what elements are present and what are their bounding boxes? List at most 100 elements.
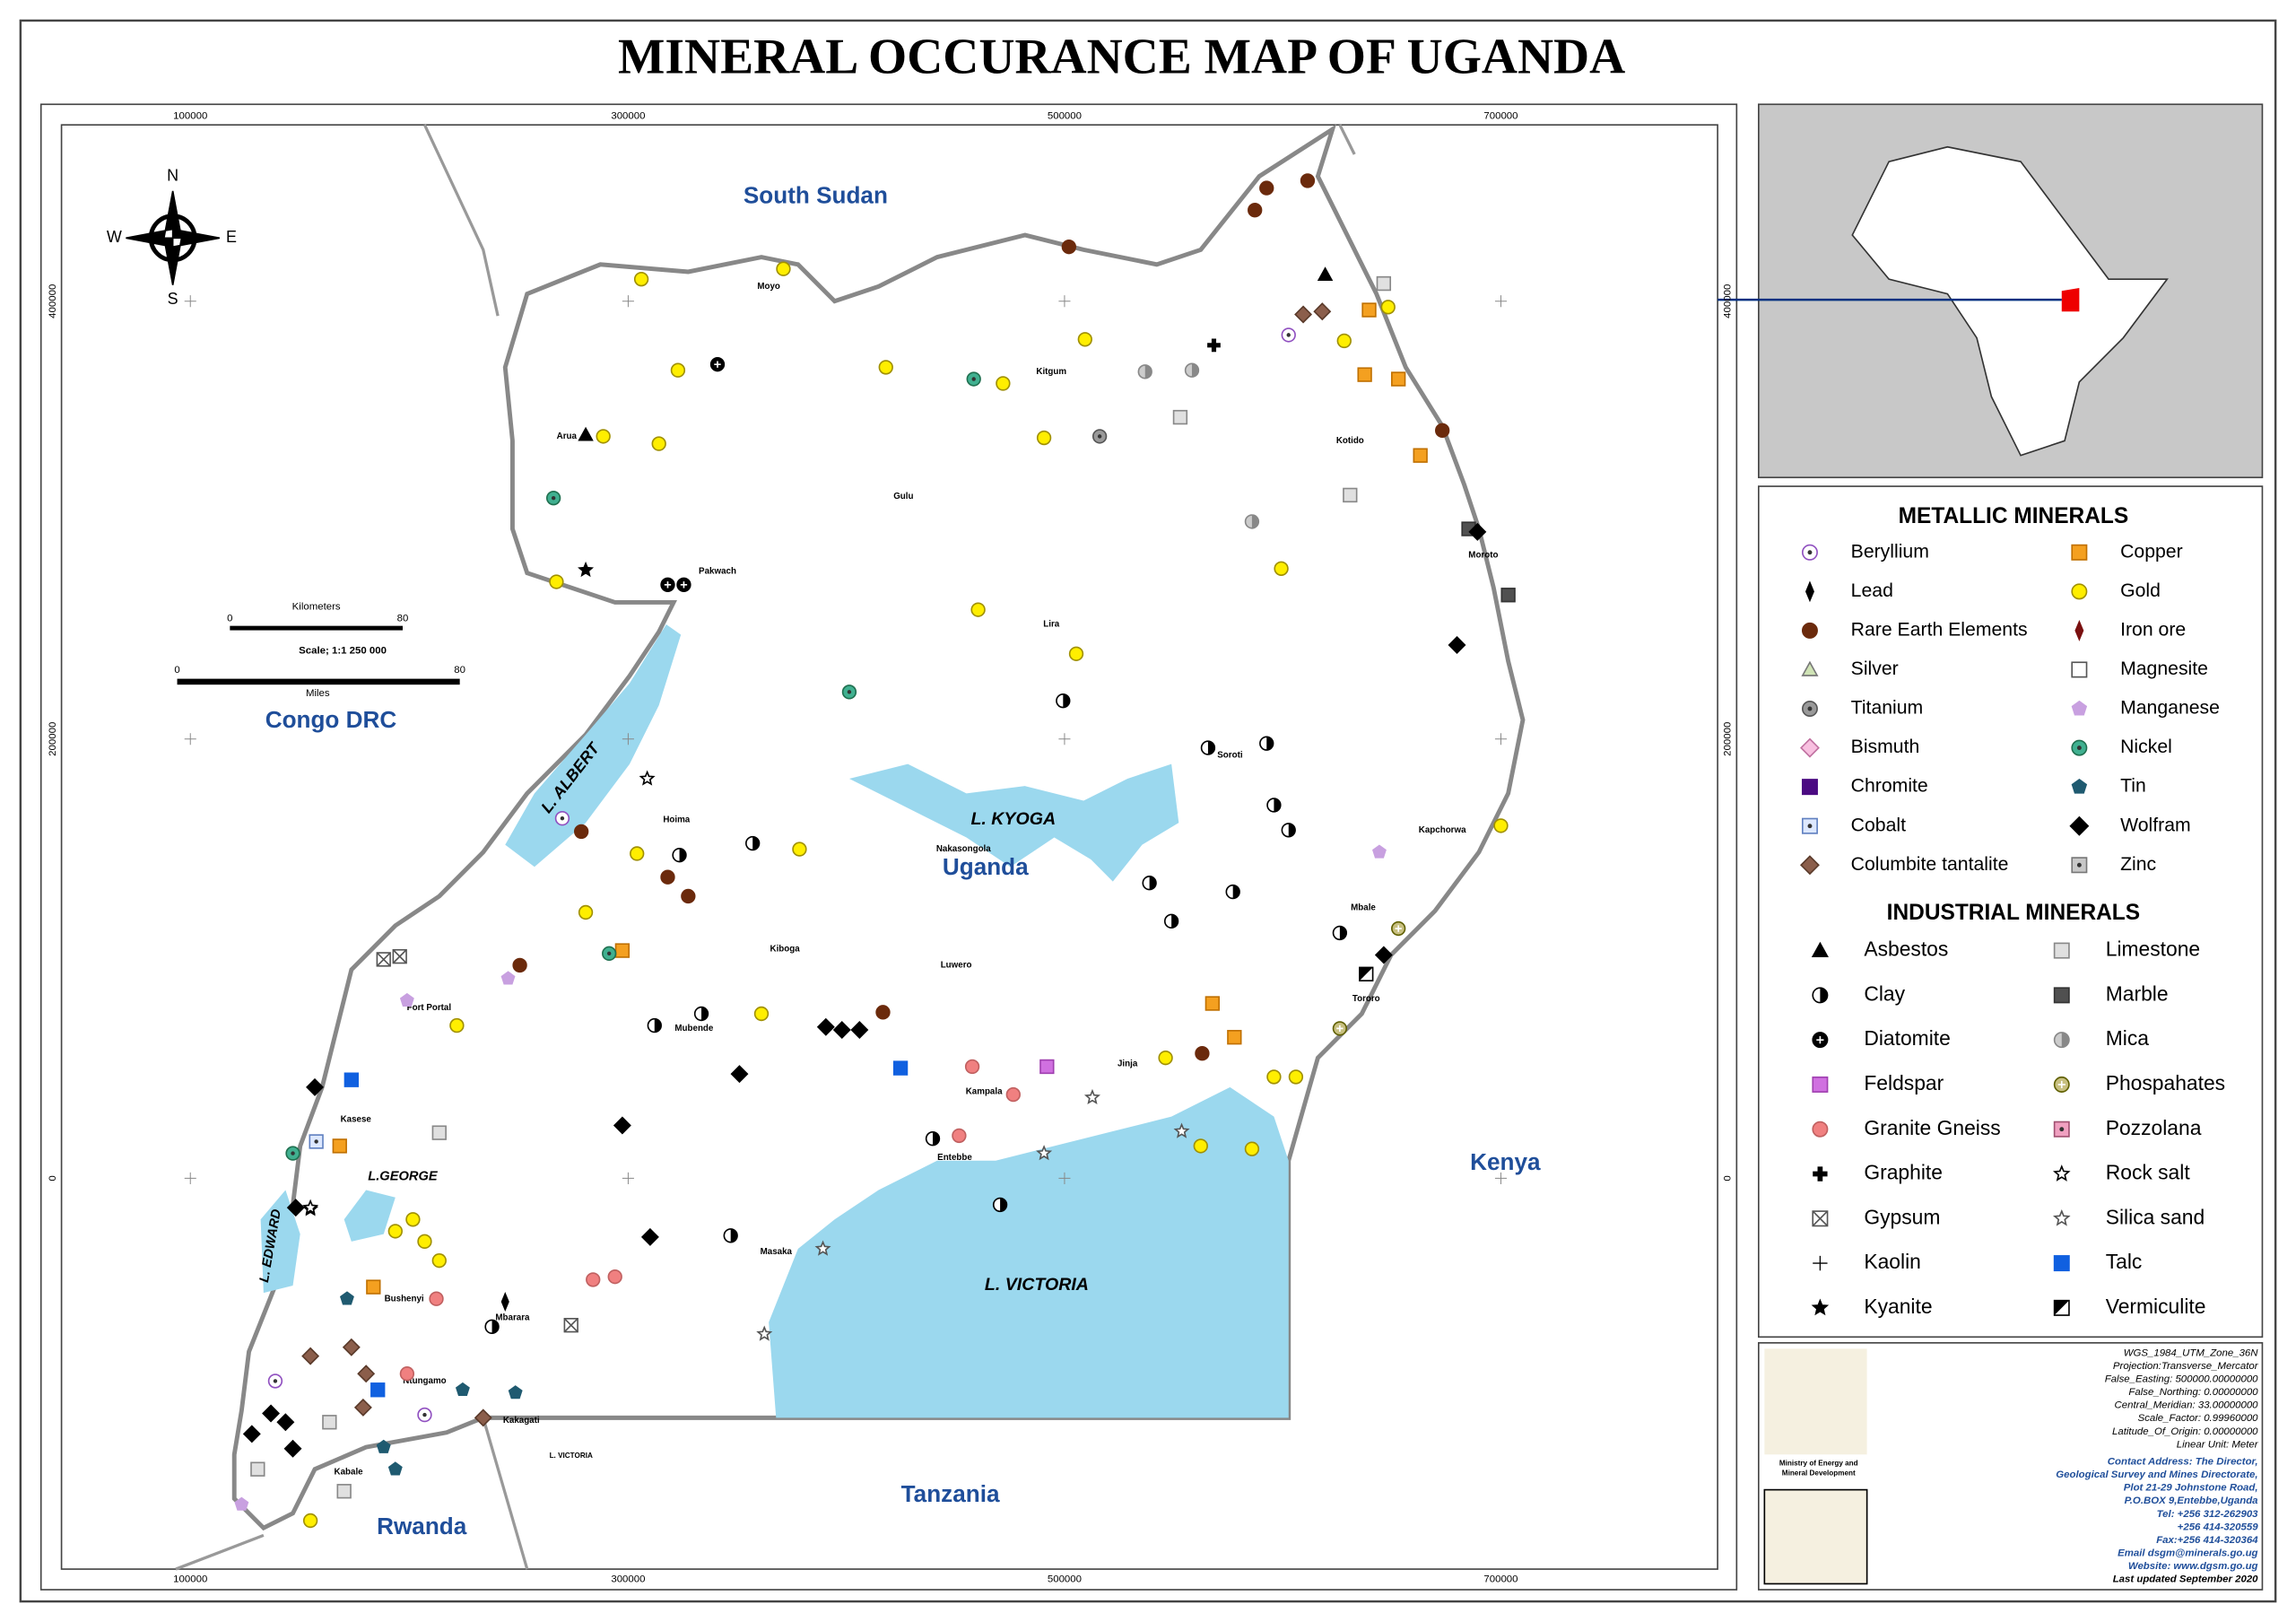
symbol-part [1816,1036,1824,1044]
legend-symbol [1812,987,1829,1004]
contact-info: Contact Address: The Director, [2108,1456,2258,1467]
grid-label: 100000 [173,110,207,121]
symbol-part [1300,173,1316,188]
legend-symbol [2071,739,2088,756]
town-label: L. VICTORIA [550,1452,593,1460]
symbol-part [242,1425,261,1443]
symbol-part [1812,1210,1829,1227]
symbol-part [1191,363,1199,378]
occurrence [1195,1046,1210,1061]
symbol-part [560,815,565,821]
town-label: Kapchorwa [1419,825,1466,835]
occurrence [366,1279,381,1295]
symbol-part [1820,988,1828,1003]
legend-label: Clay [1864,981,1905,1005]
occurrence [429,1291,444,1306]
symbol-part [1288,823,1296,837]
occurrence [1343,487,1358,503]
town-label: Entebbe [937,1153,972,1163]
symbol-part [664,581,672,589]
grid-cross [184,295,196,308]
occurrence [1173,1122,1190,1138]
occurrence [1077,332,1092,347]
ministry: Mineral Development [1782,1469,1856,1478]
occurrence [336,1484,352,1499]
grid-cross [1058,1172,1071,1184]
town-label: Kitgum [1036,367,1066,377]
occurrence [1380,300,1396,315]
legend-label: Kaolin [1864,1250,1920,1273]
occurrence [850,1021,869,1040]
occurrence [681,888,696,904]
town-label: Moyo [757,282,780,292]
occurrence [647,1017,662,1033]
legend-symbol [2071,857,2088,874]
symbol-part [1813,1255,1828,1271]
legend-symbol [2069,815,2090,836]
symbol-part [491,1320,499,1334]
grid-label: 300000 [611,1574,645,1585]
grid-label: 400000 [1723,284,1734,318]
legend-label: Gold [2120,580,2161,601]
symbol-part [376,952,391,967]
occurrence [387,1224,403,1239]
occurrence [586,1272,601,1287]
symbol-part [1039,1059,1055,1075]
occurrence [776,261,791,276]
symbol-part [422,1412,427,1417]
occurrence [1248,203,1263,218]
country-label: South Sudan [744,181,888,208]
town-label: Gulu [893,492,913,501]
symbol-part [578,904,594,920]
occurrence [563,1318,578,1333]
occurrence [892,1060,909,1076]
occurrence [966,371,981,387]
symbol-part [1801,660,1819,676]
symbol-part [1448,635,1466,654]
symbol-part [283,1439,302,1458]
occurrence [730,1065,749,1084]
occurrence [875,1005,891,1020]
symbol-part [1336,1025,1344,1033]
legend-label: Chromite [1851,775,1928,797]
occurrence [816,1017,835,1036]
symbol-part [1286,333,1291,337]
scale-text: Kilometers [292,601,341,612]
occurrence [431,1125,447,1140]
symbol-part [1005,1086,1021,1103]
symbol-part [508,1385,523,1400]
occurrence [672,847,687,863]
occurrence [1413,448,1428,463]
lake-label: L. KYOGA [970,809,1056,829]
symbol-part [1207,741,1215,754]
symbol-part [996,376,1011,391]
symbol-part [549,574,564,589]
grid-label: 500000 [1048,110,1082,121]
occurrence [322,1415,337,1430]
contact-info: +256 414-320559 [2178,1522,2258,1532]
occurrence [1036,1145,1053,1161]
grid-cross [1058,295,1071,308]
occurrence [1039,1059,1055,1075]
symbol-part [417,1234,432,1250]
occurrence [596,429,611,444]
legend-label: Beryllium [1851,540,1929,562]
grid-label: 100000 [173,1574,207,1585]
legend-frame [1758,485,2264,1339]
symbol-part [1274,561,1289,576]
occurrence [449,1017,465,1033]
occurrence [376,952,391,967]
symbol-part [607,1269,622,1285]
symbol-part [1313,302,1332,321]
occurrence [1200,740,1216,755]
legend-label: Bismuth [1851,736,1920,757]
legend-label: Cobalt [1851,814,1906,835]
town-label: Luwero [941,961,972,971]
occurrence [431,1252,447,1269]
occurrence [508,1385,523,1400]
symbol-part [449,1017,465,1033]
symbol-part [613,1116,631,1135]
symbol-part [2059,1127,2065,1132]
legend-label: Feldspar [1864,1071,1944,1094]
